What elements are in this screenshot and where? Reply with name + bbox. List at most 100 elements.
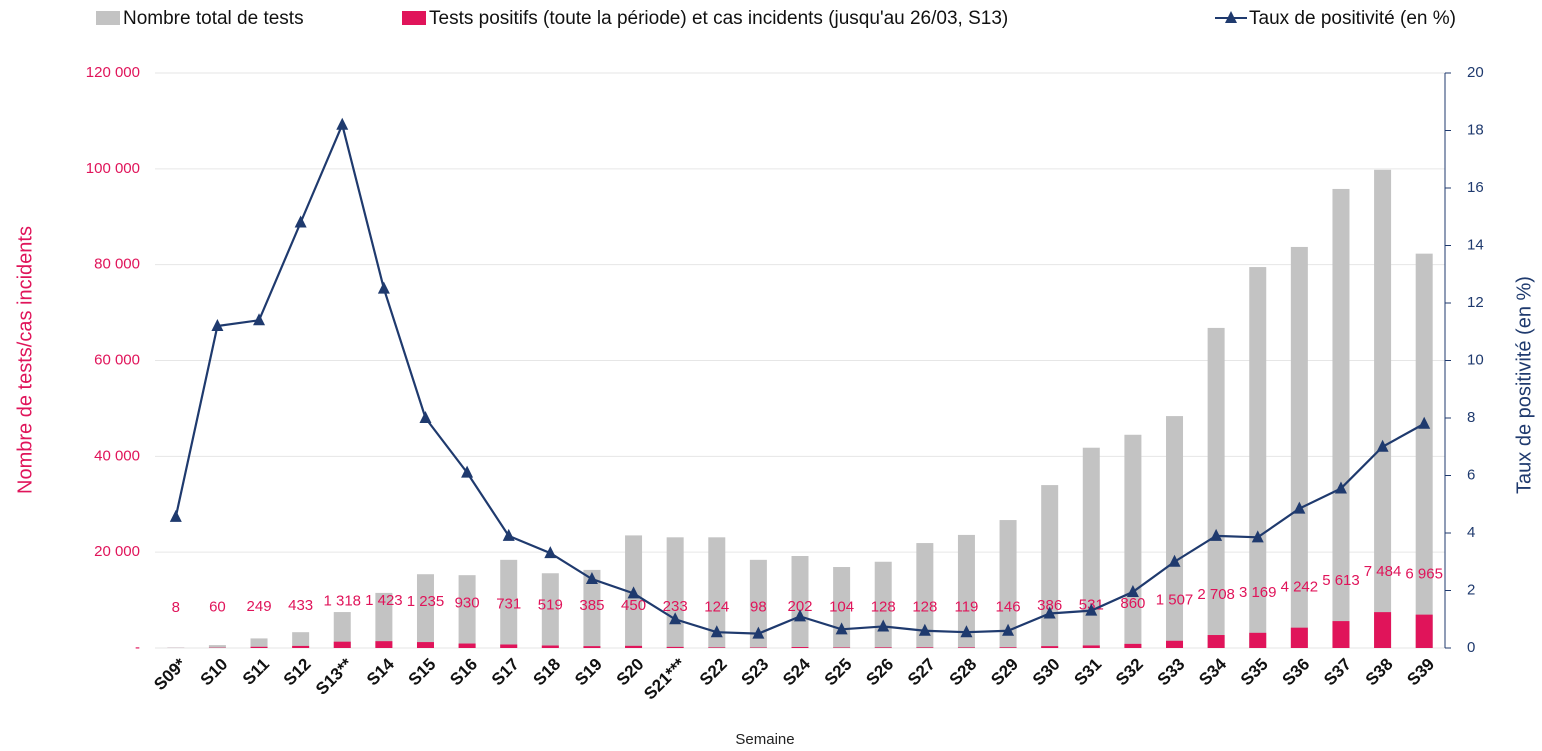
y2-tick-label: 4	[1467, 524, 1475, 541]
x-tick-label: S13**	[312, 654, 356, 698]
x-tick-label: S31	[1070, 655, 1105, 690]
data-label: 7 484	[1364, 563, 1402, 580]
bar	[1415, 614, 1433, 648]
bar	[957, 534, 975, 648]
x-tick-label: S16	[446, 655, 481, 690]
x-tick-label: S33	[1154, 655, 1189, 690]
y-tick-label: 20 000	[94, 543, 140, 560]
x-tick-label: S35	[1237, 655, 1272, 690]
data-label: 249	[247, 598, 272, 615]
line-marker	[336, 117, 349, 130]
bar	[1207, 635, 1225, 648]
line-marker	[835, 622, 848, 635]
bar	[749, 559, 767, 648]
data-label: 4 242	[1281, 579, 1319, 596]
x-tick-label: S26	[862, 655, 897, 690]
data-label: 433	[288, 597, 313, 614]
x-tick-label: S25	[821, 655, 856, 690]
bar	[999, 647, 1017, 648]
bar	[250, 638, 268, 648]
y-tick-label: 80 000	[94, 256, 140, 273]
line-marker	[461, 465, 474, 478]
data-label: 1 423	[365, 592, 403, 609]
data-label: 1 235	[407, 593, 445, 610]
line-marker	[794, 609, 806, 622]
legend-swatch	[96, 11, 120, 25]
line-marker	[669, 612, 682, 625]
bar	[1249, 267, 1267, 648]
y2-tick-label: 12	[1467, 294, 1484, 311]
bar	[333, 612, 351, 648]
bar	[1082, 447, 1100, 648]
data-label: 119	[954, 598, 978, 615]
legend-swatch	[402, 11, 426, 25]
data-label: 128	[871, 598, 896, 615]
data-label: 202	[787, 598, 812, 615]
line-marker	[377, 281, 390, 294]
x-tick-label: S28	[946, 655, 981, 690]
data-label: 450	[621, 597, 646, 614]
bar	[333, 641, 351, 648]
x-tick-label: S38	[1362, 655, 1397, 690]
bar	[1124, 643, 1142, 648]
y-tick-label: -	[135, 639, 140, 656]
data-label: 6 965	[1405, 566, 1443, 583]
y-tick-label: 40 000	[94, 447, 140, 464]
y-tick-label: 60 000	[94, 351, 140, 368]
x-tick-label: S39	[1403, 655, 1438, 690]
bar	[1124, 434, 1142, 648]
data-label: 104	[829, 598, 854, 615]
bar	[708, 647, 726, 648]
line-marker	[253, 313, 266, 326]
data-label: 385	[579, 597, 604, 614]
bar	[1290, 246, 1308, 648]
x-tick-label: S15	[405, 655, 440, 690]
x-tick-label: S36	[1279, 655, 1314, 690]
x-tick-label: S18	[529, 655, 564, 690]
line-marker	[710, 625, 723, 638]
data-label: 128	[912, 598, 937, 615]
data-label: 930	[455, 595, 480, 612]
data-label: 386	[1037, 597, 1062, 614]
y2-tick-label: 16	[1467, 179, 1484, 196]
bar	[916, 647, 934, 648]
bar	[458, 643, 476, 648]
legend-swatch	[1225, 11, 1237, 23]
bar	[625, 645, 643, 648]
line-marker	[960, 625, 973, 638]
bar	[708, 537, 726, 648]
data-label: 519	[538, 596, 563, 613]
line-marker	[1293, 501, 1306, 514]
x-tick-label: S23	[738, 655, 773, 690]
line-marker	[169, 509, 182, 522]
line-marker	[752, 626, 765, 639]
data-label: 860	[1120, 595, 1145, 612]
legend-label: Nombre total de tests	[123, 8, 304, 29]
data-label: 146	[996, 598, 1021, 615]
line-marker	[1334, 481, 1347, 494]
bar	[375, 592, 393, 648]
x-tick-label: S30	[1029, 655, 1064, 690]
line-marker	[918, 623, 931, 636]
y2-axis-title: Taux de positivité (en %)	[1513, 276, 1535, 494]
x-tick-label: S27	[904, 655, 939, 690]
y2-tick-label: 14	[1467, 236, 1484, 253]
y2-tick-label: 18	[1467, 121, 1484, 138]
line-marker	[585, 572, 598, 584]
bar	[1374, 169, 1392, 648]
x-tick-label: S11	[239, 655, 273, 689]
line-marker	[211, 319, 224, 331]
line-marker	[502, 528, 515, 541]
bar	[1166, 416, 1184, 648]
x-tick-label: S10	[197, 655, 232, 690]
x-tick-label: S19	[571, 655, 606, 690]
line-marker	[1418, 416, 1431, 429]
y-tick-label: 120 000	[86, 64, 140, 81]
y2-tick-label: 20	[1467, 64, 1484, 81]
line-marker	[877, 619, 890, 632]
data-label: 60	[209, 599, 226, 616]
line-marker	[627, 586, 640, 599]
bar	[1415, 253, 1433, 649]
y2-tick-label: 0	[1467, 639, 1475, 656]
